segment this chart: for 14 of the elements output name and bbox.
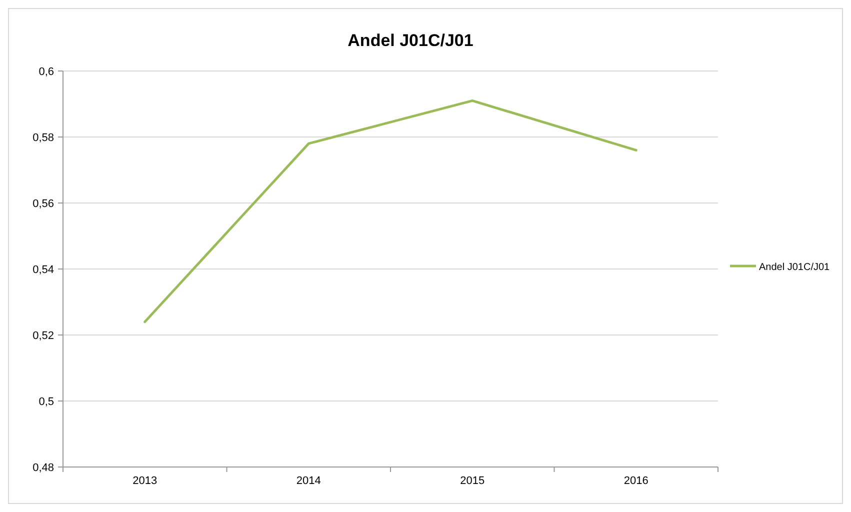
chart-title: Andel J01C/J01 [348, 31, 474, 50]
x-tick-label: 2016 [624, 475, 648, 487]
x-tick-label: 2014 [296, 475, 321, 487]
y-tick-label: 0,52 [32, 330, 54, 342]
x-tick-label: 2015 [460, 475, 485, 487]
line-series [144, 99, 638, 324]
y-tick-label: 0,58 [32, 132, 54, 144]
y-tick-label: 0,48 [32, 462, 54, 474]
y-tick-label: 0,5 [38, 396, 54, 408]
legend-label: Andel J01C/J01 [759, 262, 830, 273]
x-tick-label: 2013 [132, 475, 158, 487]
y-tick-label: 0,6 [38, 66, 54, 78]
y-tick-label: 0,54 [32, 264, 54, 276]
y-tick-label: 0,56 [32, 198, 54, 210]
